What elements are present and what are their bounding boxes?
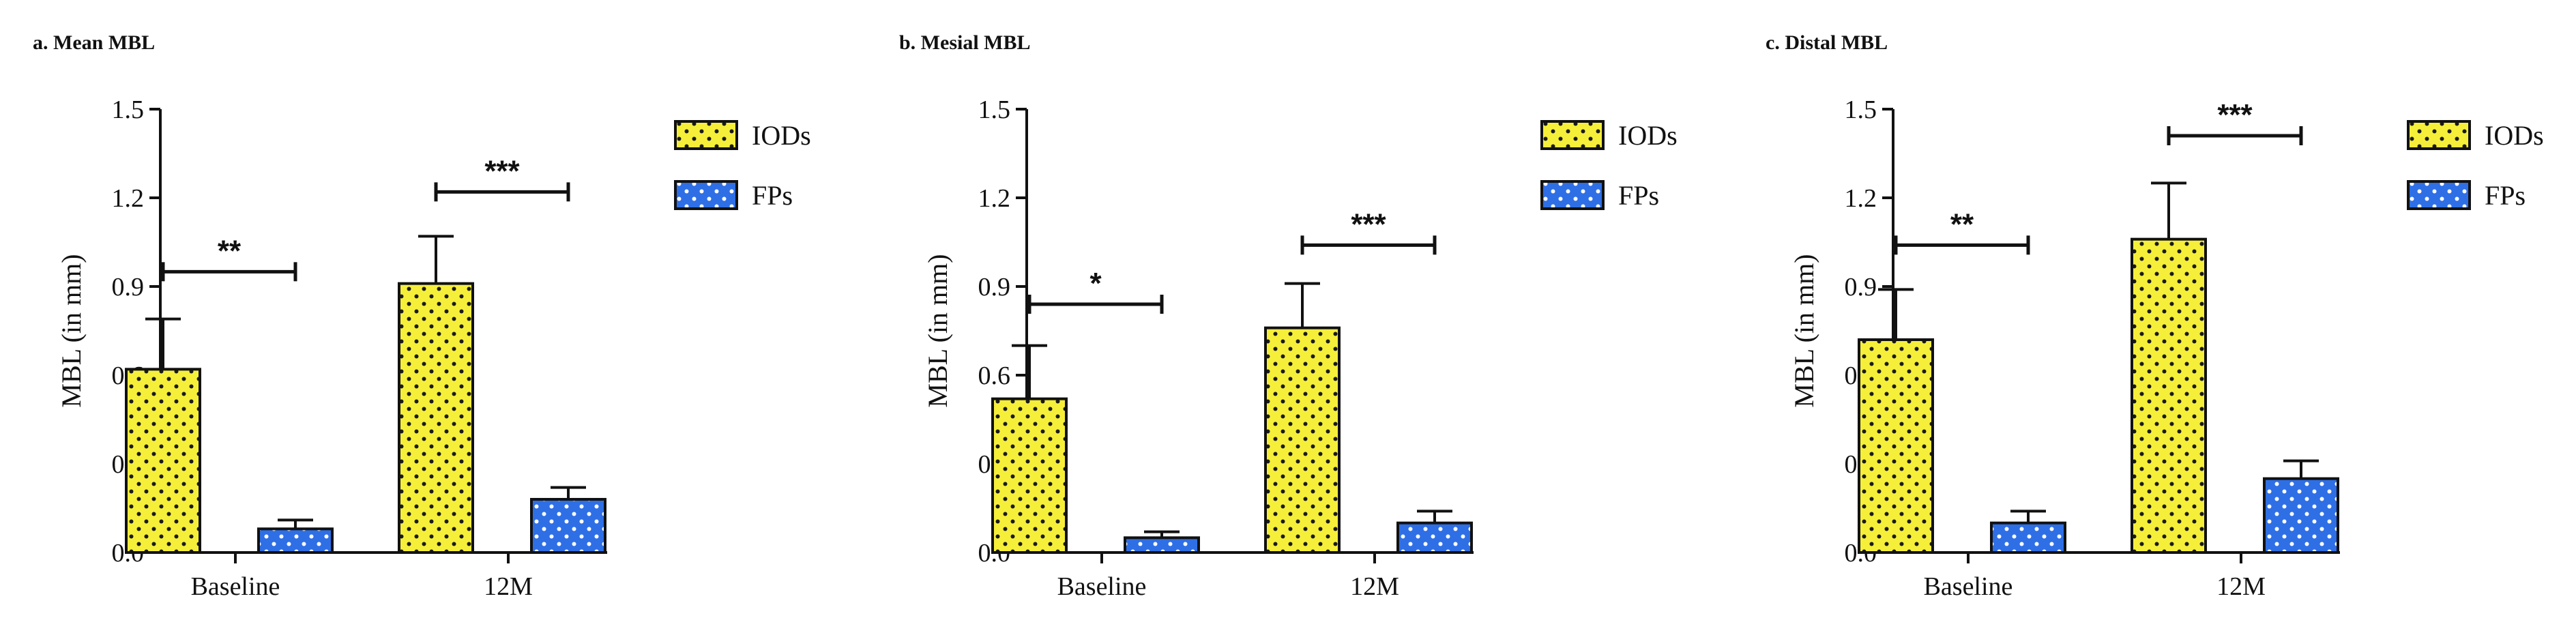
bar-fps-12m — [530, 498, 606, 554]
y-tick-label: 0.9 — [978, 273, 1011, 301]
y-axis-label: MBL (in mm) — [922, 254, 953, 407]
bar-fps-12m — [1396, 521, 1473, 555]
x-tick-label: Baseline — [191, 572, 280, 601]
y-tick-label: 1.2 — [1845, 184, 1877, 213]
bar-iods-baseline — [991, 397, 1068, 555]
legend-swatch — [674, 120, 738, 150]
y-tick-label: 1.2 — [978, 184, 1011, 213]
legend-swatch — [2407, 180, 2471, 210]
x-tick-label: 12M — [484, 572, 533, 601]
panel-title: c. Distal MBL — [1766, 31, 1888, 54]
significance-label: *** — [484, 154, 520, 188]
bar-iods-12m — [2131, 237, 2207, 554]
y-axis-label: MBL (in mm) — [56, 254, 87, 407]
y-tick-label: 0.9 — [1845, 273, 1877, 301]
bar-fps-12m — [2263, 477, 2339, 555]
panel-title: a. Mean MBL — [33, 31, 155, 54]
legend-label: IODs — [1618, 120, 1678, 151]
significance-label: * — [1089, 267, 1102, 300]
bar-iods-baseline — [1858, 338, 1934, 554]
panel-title: b. Mesial MBL — [899, 31, 1031, 54]
y-tick-label: 1.5 — [978, 95, 1011, 124]
y-axis-label: MBL (in mm) — [1789, 254, 1819, 407]
legend-swatch — [674, 180, 738, 210]
significance-label: ** — [218, 234, 241, 267]
x-tick-label: Baseline — [1057, 572, 1147, 601]
legend-label: FPs — [2485, 180, 2526, 211]
x-tick-label: 12M — [2216, 572, 2266, 601]
bar-iods-12m — [398, 282, 474, 554]
legend-label: IODs — [2485, 120, 2544, 151]
y-tick-label: 0.9 — [112, 273, 145, 301]
x-tick-label: Baseline — [1924, 572, 2013, 601]
legend-swatch — [1540, 180, 1605, 210]
bar-iods-baseline — [125, 368, 201, 554]
legend-label: IODs — [752, 120, 811, 151]
y-tick-label: 0.6 — [978, 362, 1011, 390]
legend-swatch — [2407, 120, 2471, 150]
significance-label: *** — [2217, 98, 2253, 132]
significance-label: ** — [1950, 207, 1974, 241]
legend-label: FPs — [1618, 180, 1659, 211]
y-tick-label: 1.5 — [1845, 95, 1877, 124]
legend-swatch — [1540, 120, 1605, 150]
y-tick-label: 1.5 — [112, 95, 145, 124]
legend-label: FPs — [752, 180, 793, 211]
bar-fps-baseline — [1990, 521, 2066, 555]
y-tick-label: 1.2 — [112, 184, 145, 213]
x-tick-label: 12M — [1350, 572, 1399, 601]
significance-label: *** — [1351, 207, 1386, 241]
bar-fps-baseline — [257, 527, 334, 554]
bar-iods-12m — [1264, 326, 1341, 554]
bar-fps-baseline — [1124, 536, 1200, 554]
